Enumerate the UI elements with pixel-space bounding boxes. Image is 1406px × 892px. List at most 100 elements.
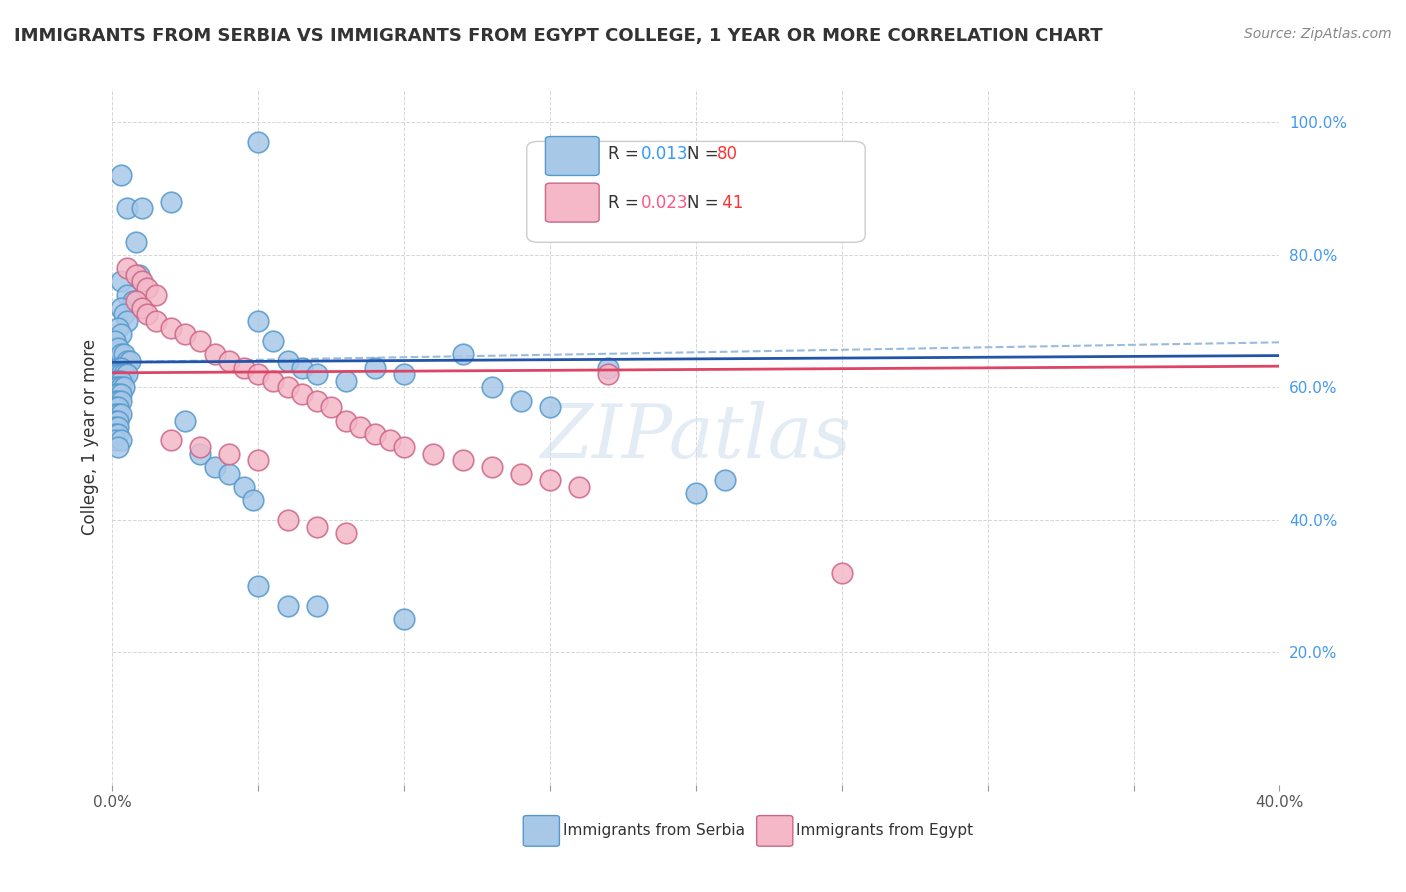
Point: [122, 294, 145, 309]
Point: [305, 393, 328, 408]
Point: [247, 453, 270, 467]
Point: [160, 434, 183, 448]
Point: [110, 360, 132, 375]
Point: [136, 281, 159, 295]
Text: N =: N =: [686, 194, 724, 211]
Text: 80: 80: [717, 145, 738, 163]
Point: [305, 599, 328, 613]
Point: [110, 301, 132, 315]
Point: [262, 334, 284, 348]
Point: [110, 374, 132, 388]
Point: [145, 287, 167, 301]
Point: [305, 519, 328, 533]
Point: [160, 194, 183, 209]
Point: [107, 420, 129, 434]
Text: Immigrants from Serbia: Immigrants from Serbia: [562, 823, 745, 838]
Point: [115, 261, 138, 276]
Point: [110, 327, 132, 342]
Point: [509, 393, 531, 408]
Point: [174, 327, 197, 342]
Point: [107, 407, 129, 421]
Point: [232, 360, 254, 375]
Text: 41: 41: [717, 194, 744, 211]
Point: [107, 341, 129, 355]
Point: [174, 413, 197, 427]
Point: [112, 380, 135, 394]
Point: [115, 367, 138, 381]
Point: [107, 374, 129, 388]
Point: [125, 268, 148, 282]
Point: [110, 274, 132, 288]
Point: [247, 579, 270, 593]
Point: [262, 374, 284, 388]
Point: [104, 367, 127, 381]
Point: [110, 393, 132, 408]
Point: [378, 434, 401, 448]
Point: [247, 367, 270, 381]
Point: [204, 459, 226, 474]
Point: [685, 486, 707, 500]
Point: [335, 374, 357, 388]
Point: [110, 169, 132, 183]
Point: [115, 354, 138, 368]
FancyBboxPatch shape: [523, 815, 560, 847]
Point: [218, 447, 240, 461]
Point: [112, 308, 135, 322]
Point: [276, 513, 298, 527]
Point: [481, 380, 503, 394]
Point: [115, 202, 138, 216]
Point: [104, 434, 127, 448]
Point: [305, 367, 328, 381]
Point: [107, 360, 129, 375]
Point: [188, 440, 211, 454]
Point: [118, 354, 141, 368]
FancyBboxPatch shape: [546, 183, 599, 222]
Point: [107, 440, 129, 454]
Text: ZIPatlas: ZIPatlas: [540, 401, 852, 474]
Point: [291, 360, 314, 375]
Point: [104, 334, 127, 348]
Point: [131, 274, 153, 288]
Point: [598, 360, 620, 375]
Point: [538, 401, 561, 415]
Point: [104, 420, 127, 434]
Point: [110, 367, 132, 381]
Text: IMMIGRANTS FROM SERBIA VS IMMIGRANTS FROM EGYPT COLLEGE, 1 YEAR OR MORE CORRELAT: IMMIGRANTS FROM SERBIA VS IMMIGRANTS FRO…: [14, 27, 1102, 45]
Point: [104, 407, 127, 421]
Point: [242, 493, 264, 508]
Point: [218, 354, 240, 368]
Point: [831, 566, 853, 580]
Point: [110, 380, 132, 394]
Text: 0.013: 0.013: [641, 145, 689, 163]
Point: [131, 202, 153, 216]
Point: [104, 387, 127, 401]
Point: [107, 380, 129, 394]
Text: Source: ZipAtlas.com: Source: ZipAtlas.com: [1244, 27, 1392, 41]
Point: [188, 447, 211, 461]
Point: [349, 420, 371, 434]
Point: [247, 135, 270, 149]
Point: [104, 380, 127, 394]
Point: [451, 453, 474, 467]
Point: [107, 320, 129, 334]
Point: [422, 447, 444, 461]
Y-axis label: College, 1 year or more: College, 1 year or more: [80, 339, 98, 535]
Point: [110, 434, 132, 448]
Point: [136, 308, 159, 322]
Point: [112, 367, 135, 381]
FancyBboxPatch shape: [527, 141, 865, 243]
Point: [104, 374, 127, 388]
Point: [160, 320, 183, 334]
Point: [104, 393, 127, 408]
Text: N =: N =: [686, 145, 724, 163]
Point: [321, 401, 343, 415]
Point: [125, 294, 148, 309]
Point: [568, 480, 591, 494]
Point: [394, 367, 416, 381]
Text: R =: R =: [609, 194, 644, 211]
Text: 0.023: 0.023: [641, 194, 689, 211]
Point: [276, 354, 298, 368]
Point: [394, 440, 416, 454]
Point: [598, 367, 620, 381]
Point: [112, 347, 135, 361]
